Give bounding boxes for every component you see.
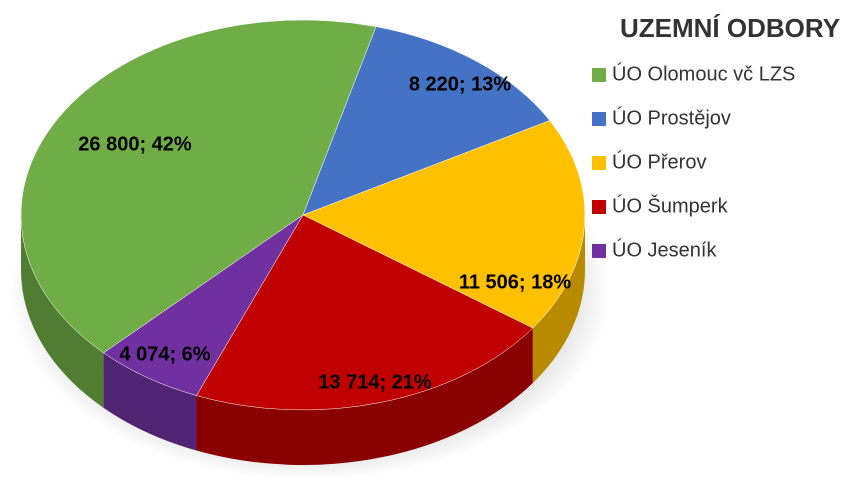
legend-label: ÚO Šumperk [612,194,729,217]
legend-label: ÚO Olomouc vč LZS [612,62,795,85]
slice-side [196,328,533,465]
legend-swatch [592,200,606,214]
data-label: 26 800; 42% [78,133,192,155]
slice [103,214,304,396]
chart-title: UZEMNÍ ODBORY [620,13,840,43]
slice-side [103,352,197,451]
legend-label: ÚO Prostějov [612,106,731,129]
slice-side [532,215,585,384]
data-labels: 26 800; 42% 8 220; 13% 11 506; 18% 13 714; … [78,73,571,393]
data-label: 13 714; 21% [318,371,432,393]
slice [302,26,551,216]
slice-side [21,215,104,408]
slice [196,214,534,411]
pie-tops [20,19,586,411]
data-label: 4 074; 6% [119,343,210,365]
legend: ÚO Olomouc vč LZS ÚO Prostějov ÚO Přerov ÚO… [592,62,795,261]
pie-sides [21,215,585,465]
legend-swatch [592,244,606,258]
slice [20,19,377,354]
legend-swatch [592,112,606,126]
legend-swatch [592,156,606,170]
legend-label: ÚO Přerov [612,150,706,173]
legend-label: ÚO Jeseník [612,238,717,261]
data-label: 11 506; 18% [459,271,572,293]
data-label: 8 220; 13% [409,73,512,95]
legend-swatch [592,68,606,82]
slice [302,120,586,329]
